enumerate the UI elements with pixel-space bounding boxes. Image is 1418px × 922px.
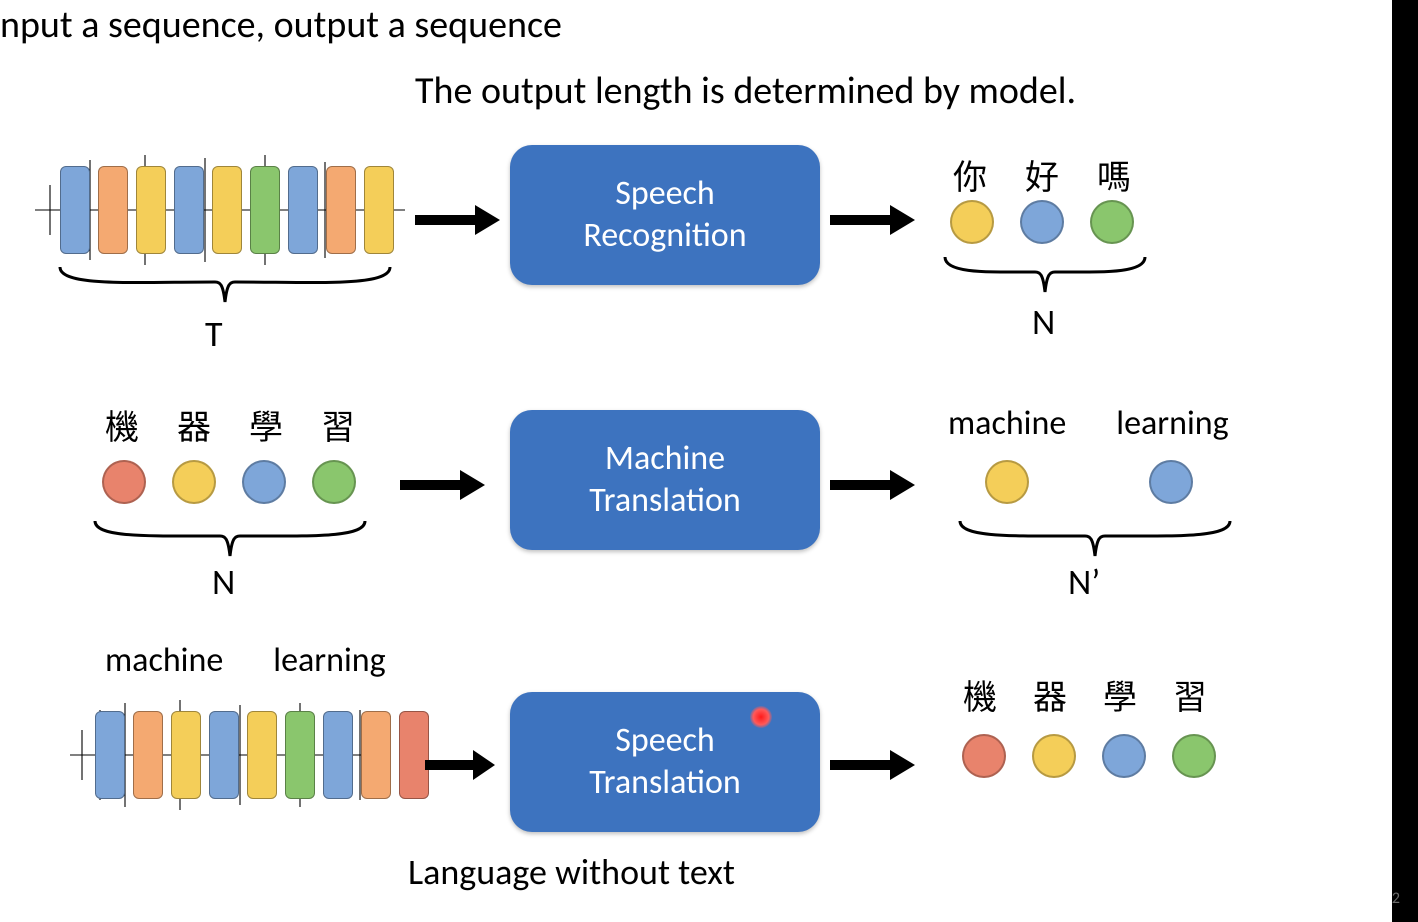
input-bar <box>250 166 280 254</box>
input-bar <box>361 711 391 799</box>
token-circle <box>985 460 1029 504</box>
token-circle <box>172 460 216 504</box>
token-label: 學 <box>1098 670 1142 719</box>
input-bar <box>323 711 353 799</box>
box-label-st: SpeechTranslation <box>589 720 741 805</box>
page-number: 2 <box>1392 889 1400 908</box>
input-bar <box>133 711 163 799</box>
token-label: learning <box>273 640 385 681</box>
box-speech-translation: SpeechTranslation <box>510 692 820 832</box>
token-label: learning <box>1116 403 1228 444</box>
input-bars-row3 <box>95 710 429 800</box>
token-circle <box>1032 734 1076 778</box>
box-speech-recognition: SpeechRecognition <box>510 145 820 285</box>
input-bar <box>212 166 242 254</box>
token-label: 習 <box>316 400 360 449</box>
token-label: 習 <box>1168 670 1212 719</box>
token-circle <box>1020 200 1064 244</box>
bottom-text: Language without text <box>408 850 735 894</box>
arrow-row1-b <box>830 200 915 240</box>
input-bar <box>174 166 204 254</box>
token-label: 機 <box>958 670 1002 719</box>
arrow-row3-a <box>425 745 495 785</box>
brace-label-Nprime: N’ <box>1068 560 1100 604</box>
output-labels-row2: machine learning <box>948 403 1229 444</box>
input-bar <box>136 166 166 254</box>
input-bar <box>60 166 90 254</box>
brace-label-T: T <box>205 312 223 356</box>
token-circle <box>312 460 356 504</box>
token-label: machine <box>948 403 1066 444</box>
token-circle <box>1172 734 1216 778</box>
input-bar <box>171 711 201 799</box>
token-label: 你 <box>948 150 992 199</box>
laser-pointer-dot <box>750 706 772 728</box>
brace-label-N-row2: N <box>212 560 235 604</box>
output-circles-row1 <box>950 200 1134 244</box>
box-label-mt: MachineTranslation <box>589 438 741 523</box>
input-bars-row1 <box>60 165 394 255</box>
brace-label-N-row1: N <box>1032 300 1055 344</box>
box-label-sr: SpeechRecognition <box>583 173 746 258</box>
input-bar <box>285 711 315 799</box>
input-circles-row2 <box>102 460 356 504</box>
token-circle <box>1090 200 1134 244</box>
subtitle-text: The output length is determined by model… <box>415 68 1076 114</box>
token-label: 嗎 <box>1092 150 1136 199</box>
input-bar <box>326 166 356 254</box>
input-labels-row2: 機器學習 <box>100 400 360 449</box>
token-circle <box>102 460 146 504</box>
token-circle <box>962 734 1006 778</box>
token-label: 好 <box>1020 150 1064 199</box>
input-bar <box>364 166 394 254</box>
input-bar <box>247 711 277 799</box>
output-labels-row1: 你好嗎 <box>948 150 1136 199</box>
input-top-labels-row3: machine learning <box>105 640 386 681</box>
arrow-row2-a <box>400 465 485 505</box>
box-machine-translation: MachineTranslation <box>510 410 820 550</box>
token-label: 器 <box>1028 670 1072 719</box>
brace-row2-input <box>90 516 370 561</box>
output-labels-row3: 機器學習 <box>958 670 1212 719</box>
input-bar <box>209 711 239 799</box>
token-label: 學 <box>244 400 288 449</box>
arrow-row1-a <box>415 200 500 240</box>
token-circle <box>950 200 994 244</box>
token-circle <box>242 460 286 504</box>
brace-row1-input <box>55 262 395 307</box>
token-label: machine <box>105 640 223 681</box>
right-black-strip <box>1392 0 1418 922</box>
token-label: 器 <box>172 400 216 449</box>
input-bar <box>98 166 128 254</box>
input-bar <box>288 166 318 254</box>
brace-row2-output <box>955 516 1235 561</box>
token-label: 機 <box>100 400 144 449</box>
title-text: nput a sequence, output a sequence <box>0 2 562 48</box>
output-circles-row2 <box>985 460 1193 504</box>
brace-row1-output <box>940 252 1150 297</box>
token-circle <box>1102 734 1146 778</box>
token-circle <box>1149 460 1193 504</box>
arrow-row2-b <box>830 465 915 505</box>
output-circles-row3 <box>962 734 1216 778</box>
input-bar <box>95 711 125 799</box>
arrow-row3-b <box>830 745 915 785</box>
